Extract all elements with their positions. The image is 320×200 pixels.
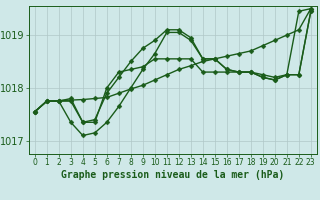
X-axis label: Graphe pression niveau de la mer (hPa): Graphe pression niveau de la mer (hPa) xyxy=(61,170,284,180)
